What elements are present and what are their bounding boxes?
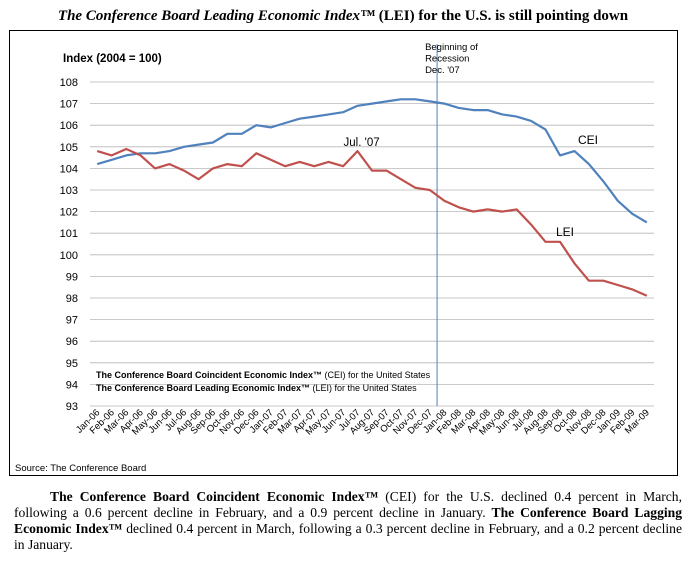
- title-italic: The Conference Board Leading Economic In…: [57, 8, 375, 24]
- cei-name: The Conference Board Coincident Economic…: [50, 489, 379, 504]
- legend-line-1-rest: (LEI) for the United States: [310, 383, 417, 393]
- y-tick-label-103: 103: [60, 185, 78, 197]
- y-tick-label-107: 107: [60, 99, 78, 111]
- legend-line-0-bold: The Conference Board Coincident Economic…: [96, 370, 322, 380]
- y-tick-label-100: 100: [60, 250, 78, 262]
- y-tick-label-96: 96: [66, 336, 78, 348]
- lei-label: LEI: [556, 225, 574, 239]
- legend-line-1: The Conference Board Leading Economic In…: [96, 383, 417, 393]
- recession-label-line-1: Recession: [425, 54, 469, 65]
- lagging-name: The Conference Board Lagging Economic In…: [14, 505, 682, 536]
- lagging-text: declined 0.4 percent in March, following…: [14, 521, 683, 552]
- legend-line-0: The Conference Board Coincident Economic…: [96, 370, 431, 380]
- y-tick-label-102: 102: [60, 207, 78, 219]
- y-tick-label-98: 98: [66, 293, 78, 305]
- title-rest: (LEI) for the U.S. is still pointing dow…: [374, 8, 629, 24]
- series-line-cei: [96, 98, 648, 224]
- y-tick-label-93: 93: [66, 401, 78, 413]
- series-line-lei: [96, 147, 648, 297]
- recession-label-line-0: Beginning of: [425, 42, 478, 53]
- y-tick-label-105: 105: [60, 142, 78, 154]
- y-tick-label-99: 99: [66, 271, 78, 283]
- y-tick-label-108: 108: [60, 77, 78, 89]
- lei-cei-line-chart: 93 94 95 96 97 98 99 100 101 102 103 104 105 106 107 10…: [15, 42, 654, 474]
- description-paragraph: The Conference Board Coincident Economic…: [14, 489, 682, 553]
- y-tick-label-106: 106: [60, 120, 78, 132]
- recession-label-line-2: Dec. '07: [425, 65, 460, 76]
- y-tick-label-95: 95: [66, 358, 78, 370]
- cei-label: CEI: [578, 133, 598, 147]
- jul07-annotation: Jul. '07: [344, 137, 380, 149]
- cei-text: (CEI) for the U.S. declined 0.4 percent …: [14, 489, 682, 520]
- legend-line-0-rest: (CEI) for the United States: [322, 370, 431, 380]
- source-note: Source: The Conference Board: [15, 463, 146, 474]
- y-axis-label: Index (2004 = 100): [63, 53, 162, 65]
- y-tick-label-94: 94: [66, 379, 78, 391]
- legend-line-1-bold: The Conference Board Leading Economic In…: [96, 383, 310, 393]
- y-tick-label-104: 104: [60, 163, 78, 175]
- page-title: The Conference Board Leading Economic In…: [0, 8, 686, 25]
- chart-frame: [9, 30, 678, 476]
- y-tick-label-97: 97: [66, 315, 78, 327]
- y-tick-label-101: 101: [60, 228, 78, 240]
